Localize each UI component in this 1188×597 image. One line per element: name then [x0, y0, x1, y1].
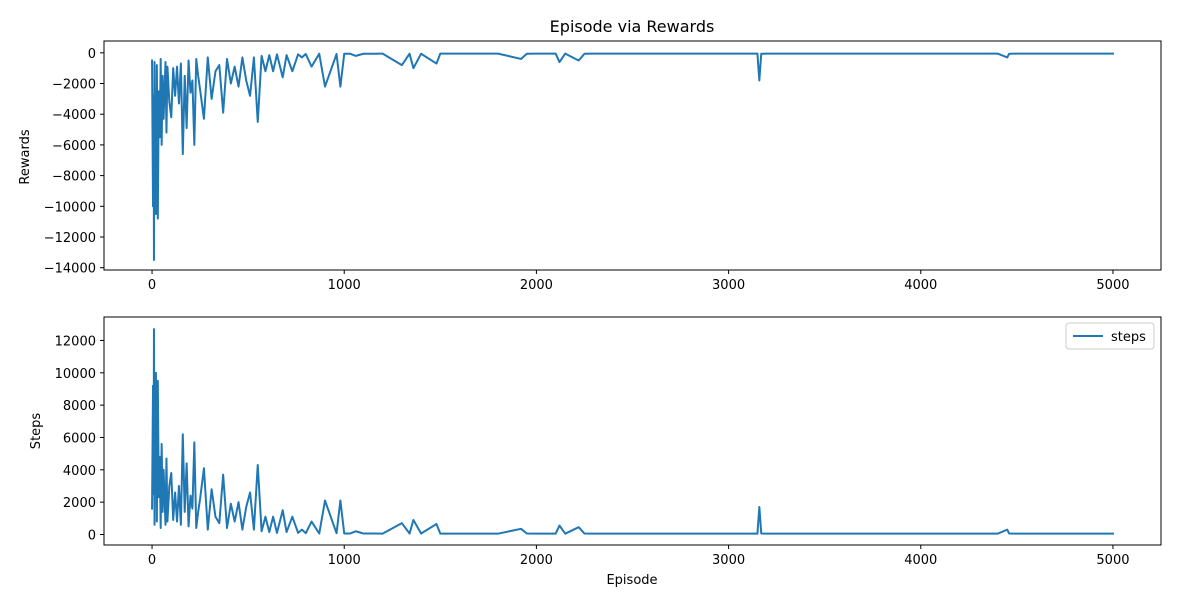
- rewards-plot-frame: [103, 40, 1162, 271]
- steps-x-axis-label: Episode: [606, 573, 657, 588]
- rewards-x-tick-label: 1000: [328, 278, 361, 293]
- steps-plot-frame: [103, 316, 1162, 546]
- rewards-y-tick-label: −2000: [52, 78, 96, 93]
- steps-y-axis-label: Steps: [29, 413, 44, 450]
- steps-y-tick-label: 6000: [63, 431, 96, 446]
- rewards-y-axis-label: Rewards: [18, 129, 33, 184]
- rewards-y-tick-label: −8000: [52, 170, 96, 185]
- rewards-y-tick-label: −4000: [52, 108, 96, 123]
- steps-y-tick-label: 4000: [63, 464, 96, 479]
- steps-series: [151, 328, 1114, 535]
- steps-y-tick-label: 12000: [55, 334, 96, 349]
- rewards-series-line-0: [151, 52, 1114, 262]
- steps-y-tick-label: 2000: [63, 496, 96, 511]
- rewards-x-tick-label: 3000: [712, 278, 745, 293]
- steps-x-tick-label: 4000: [904, 553, 937, 568]
- legend-label-steps: steps: [1111, 330, 1146, 345]
- steps-x-tick-label: 1000: [328, 553, 361, 568]
- steps-y-tick-label: 10000: [55, 367, 96, 382]
- rewards-y-tick-label: −12000: [44, 231, 96, 246]
- rewards-x-tick-label: 2000: [520, 278, 553, 293]
- rewards-subplot: Episode via Rewards Rewards 0 1000 2000 300…: [18, 17, 1162, 293]
- rewards-axis-ticks: 0 1000 2000 3000 4000 5000 0 −2000 −4000 −6000 −80…: [44, 47, 1130, 293]
- rewards-y-tick-label: −10000: [44, 200, 96, 215]
- rewards-y-tick-label: 0: [88, 47, 96, 62]
- rewards-x-tick-label: 4000: [904, 278, 937, 293]
- steps-x-tick-label: 3000: [712, 553, 745, 568]
- rewards-x-tick-label: 0: [148, 278, 156, 293]
- steps-legend: steps: [1065, 322, 1155, 350]
- rewards-chart-title: Episode via Rewards: [550, 17, 715, 36]
- rewards-x-tick-label: 5000: [1096, 278, 1129, 293]
- steps-axis-ticks: 0 1000 2000 3000 4000 5000 0 2000 4000 6000 8000 10…: [55, 334, 1130, 568]
- steps-x-tick-label: 2000: [520, 553, 553, 568]
- rewards-y-tick-label: −6000: [52, 139, 96, 154]
- steps-x-tick-label: 5000: [1096, 553, 1129, 568]
- steps-x-tick-label: 0: [148, 553, 156, 568]
- rewards-y-tick-label: −14000: [44, 262, 96, 277]
- steps-series-line-0: [151, 328, 1114, 535]
- steps-subplot: Episode Steps 0 1000 2000 3000 4000 5000 0 2000…: [29, 316, 1162, 588]
- steps-y-tick-label: 0: [88, 528, 96, 543]
- rewards-series: [151, 52, 1114, 262]
- steps-y-tick-label: 8000: [63, 399, 96, 414]
- legend-box: [1065, 322, 1155, 350]
